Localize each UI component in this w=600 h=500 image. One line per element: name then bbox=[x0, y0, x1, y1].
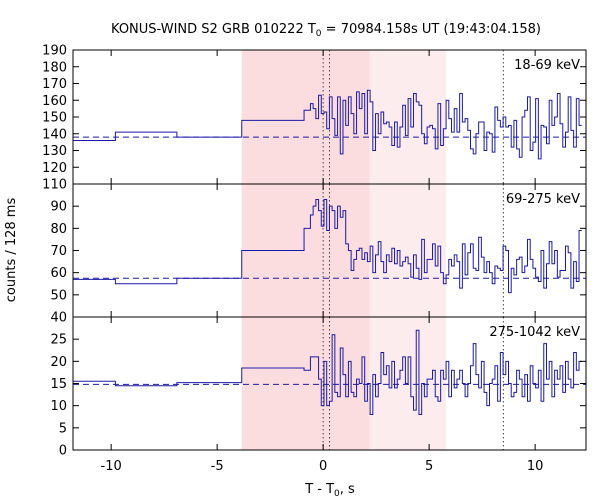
y-tick-label: 10 bbox=[50, 399, 67, 414]
y-tick-label: 180 bbox=[42, 60, 67, 75]
energy-band-label: 275-1042 keV bbox=[489, 325, 580, 340]
y-tick-label: 150 bbox=[42, 111, 67, 126]
x-tick-label: 10 bbox=[527, 459, 544, 474]
y-tick-label: 20 bbox=[50, 355, 67, 370]
x-tick-label: -10 bbox=[101, 459, 122, 474]
chart-title: KONUS-WIND S2 GRB 010222 T0 = 70984.158s… bbox=[111, 22, 541, 39]
count-rate-series bbox=[73, 199, 582, 294]
y-tick-label: 140 bbox=[42, 127, 67, 142]
energy-band-label: 18-69 keV bbox=[514, 58, 580, 73]
y-tick-label: 80 bbox=[50, 222, 67, 237]
x-tick-label: -5 bbox=[211, 459, 224, 474]
x-tick-label: 0 bbox=[319, 459, 327, 474]
y-tick-label: 130 bbox=[42, 144, 67, 159]
y-tick-label: 40 bbox=[50, 311, 67, 326]
y-tick-label: 110 bbox=[42, 178, 67, 193]
y-tick-label: 25 bbox=[50, 333, 67, 348]
y-tick-label: 190 bbox=[42, 44, 67, 59]
y-tick-label: 170 bbox=[42, 77, 67, 92]
x-tick-label: 5 bbox=[425, 459, 433, 474]
y-tick-label: 5 bbox=[59, 421, 67, 436]
y-tick-label: 0 bbox=[59, 444, 67, 459]
y-tick-label: 15 bbox=[50, 377, 67, 392]
panel-3: 0 5 10 15 20 25 275-1042 keV bbox=[50, 316, 587, 459]
y-tick-label: 120 bbox=[42, 161, 67, 176]
x-axis-label: T - T0, s bbox=[304, 482, 355, 499]
y-tick-label: 60 bbox=[50, 266, 67, 281]
y-tick-label: 70 bbox=[50, 244, 67, 259]
panel-2: 40 50 60 70 80 90 69-275 keV bbox=[50, 183, 587, 326]
count-rate-series bbox=[73, 329, 582, 416]
count-rate-series bbox=[73, 89, 582, 160]
energy-band-label: 69-275 keV bbox=[506, 192, 580, 207]
y-tick-label: 50 bbox=[50, 288, 67, 303]
y-axis-label: counts / 128 ms bbox=[4, 198, 19, 303]
y-tick-label: 90 bbox=[50, 200, 67, 215]
y-tick-label: 160 bbox=[42, 94, 67, 109]
